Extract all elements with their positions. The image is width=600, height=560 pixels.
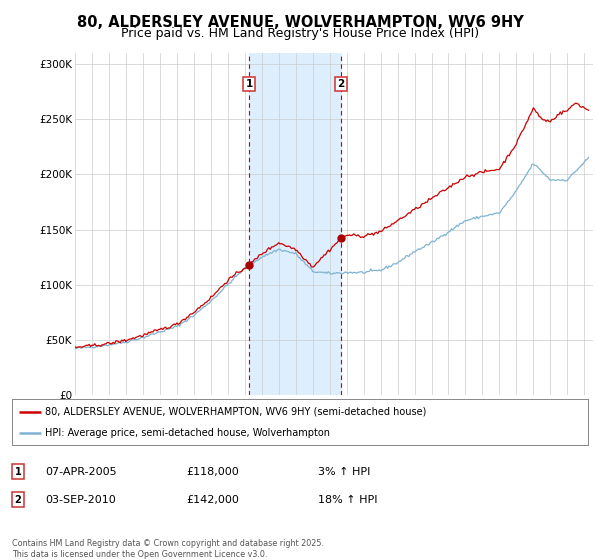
Text: 3% ↑ HPI: 3% ↑ HPI <box>318 466 370 477</box>
Text: 80, ALDERSLEY AVENUE, WOLVERHAMPTON, WV6 9HY: 80, ALDERSLEY AVENUE, WOLVERHAMPTON, WV6… <box>77 15 523 30</box>
Text: HPI: Average price, semi-detached house, Wolverhampton: HPI: Average price, semi-detached house,… <box>46 428 331 438</box>
Text: 18% ↑ HPI: 18% ↑ HPI <box>318 494 377 505</box>
Text: 2: 2 <box>337 79 344 89</box>
Text: 2: 2 <box>14 494 22 505</box>
Text: 07-APR-2005: 07-APR-2005 <box>45 466 116 477</box>
Text: £118,000: £118,000 <box>186 466 239 477</box>
Text: 1: 1 <box>14 466 22 477</box>
Text: Price paid vs. HM Land Registry's House Price Index (HPI): Price paid vs. HM Land Registry's House … <box>121 27 479 40</box>
Text: £142,000: £142,000 <box>186 494 239 505</box>
Text: Contains HM Land Registry data © Crown copyright and database right 2025.
This d: Contains HM Land Registry data © Crown c… <box>12 539 324 559</box>
Bar <box>250 53 341 395</box>
Text: 03-SEP-2010: 03-SEP-2010 <box>45 494 116 505</box>
Text: 80, ALDERSLEY AVENUE, WOLVERHAMPTON, WV6 9HY (semi-detached house): 80, ALDERSLEY AVENUE, WOLVERHAMPTON, WV6… <box>46 407 427 417</box>
Text: 1: 1 <box>246 79 253 89</box>
